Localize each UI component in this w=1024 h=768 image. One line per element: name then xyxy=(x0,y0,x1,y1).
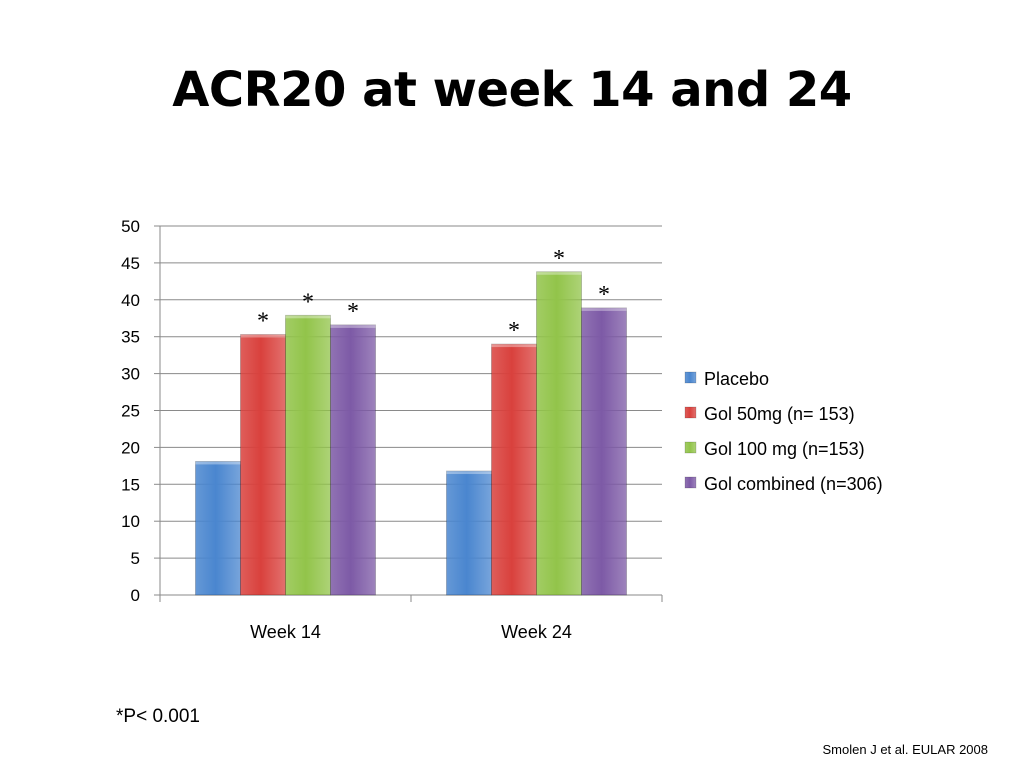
significance-footnote: *P< 0.001 xyxy=(116,706,200,727)
x-tick-label: Week 14 xyxy=(250,622,321,642)
legend-swatch xyxy=(684,441,697,454)
bar-highlight xyxy=(285,315,331,319)
bar-gol-0 xyxy=(330,324,376,596)
x-tick-label: Week 24 xyxy=(501,622,572,642)
y-tick-label: 35 xyxy=(121,328,140,347)
legend-swatch xyxy=(684,371,697,384)
bar-placebo-1 xyxy=(446,470,492,596)
y-tick-label: 10 xyxy=(121,512,140,531)
bar-gol-1 xyxy=(536,271,582,596)
significance-marker: * xyxy=(257,308,269,334)
significance-marker: * xyxy=(553,246,565,272)
legend: Placebo Gol 50mg (n= 153) Gol 100 mg (n=15… xyxy=(684,369,883,494)
bar-highlight xyxy=(330,324,376,328)
bar-gol-1 xyxy=(491,343,537,596)
y-tick-label: 20 xyxy=(121,438,140,457)
y-tick-label: 5 xyxy=(131,549,140,568)
significance-marker: * xyxy=(598,282,610,308)
citation: Smolen J et al. EULAR 2008 xyxy=(822,742,988,757)
bar-highlight xyxy=(536,271,582,275)
bar-highlight xyxy=(240,334,286,338)
bar-gol-1 xyxy=(581,307,627,596)
significance-marker: * xyxy=(508,318,520,344)
y-tick-label: 0 xyxy=(131,586,140,605)
slide-title: ACR20 at week 14 and 24 xyxy=(172,62,852,118)
legend-label: Placebo xyxy=(704,369,769,389)
legend-label: Gol 50mg (n= 153) xyxy=(704,404,855,424)
y-tick-label: 15 xyxy=(121,475,140,494)
bar-highlight xyxy=(195,461,241,465)
bar-placebo-0 xyxy=(195,461,241,596)
bar-highlight xyxy=(446,471,492,475)
bar-gol-0 xyxy=(285,314,331,596)
legend-swatch xyxy=(684,476,697,489)
significance-marker: * xyxy=(302,289,314,315)
y-tick-label: 25 xyxy=(121,402,140,421)
axes: 0 5 10 15 20 25 30 35 40 45 50 Week 14 Week 24 xyxy=(121,217,663,642)
y-tick-label: 45 xyxy=(121,254,140,273)
significance-marker: * xyxy=(347,299,359,325)
y-tick-label: 50 xyxy=(121,217,140,236)
labels: * * * * * * xyxy=(257,246,610,344)
bar-gol-0 xyxy=(240,334,286,596)
bars xyxy=(195,271,627,596)
bar-highlight xyxy=(581,307,627,311)
legend-swatch xyxy=(684,406,697,419)
bar-highlight xyxy=(491,344,537,348)
legend-label: Gol combined (n=306) xyxy=(704,474,883,494)
y-tick-label: 40 xyxy=(121,291,140,310)
y-tick-label: 30 xyxy=(121,365,140,384)
legend-label: Gol 100 mg (n=153) xyxy=(704,439,865,459)
